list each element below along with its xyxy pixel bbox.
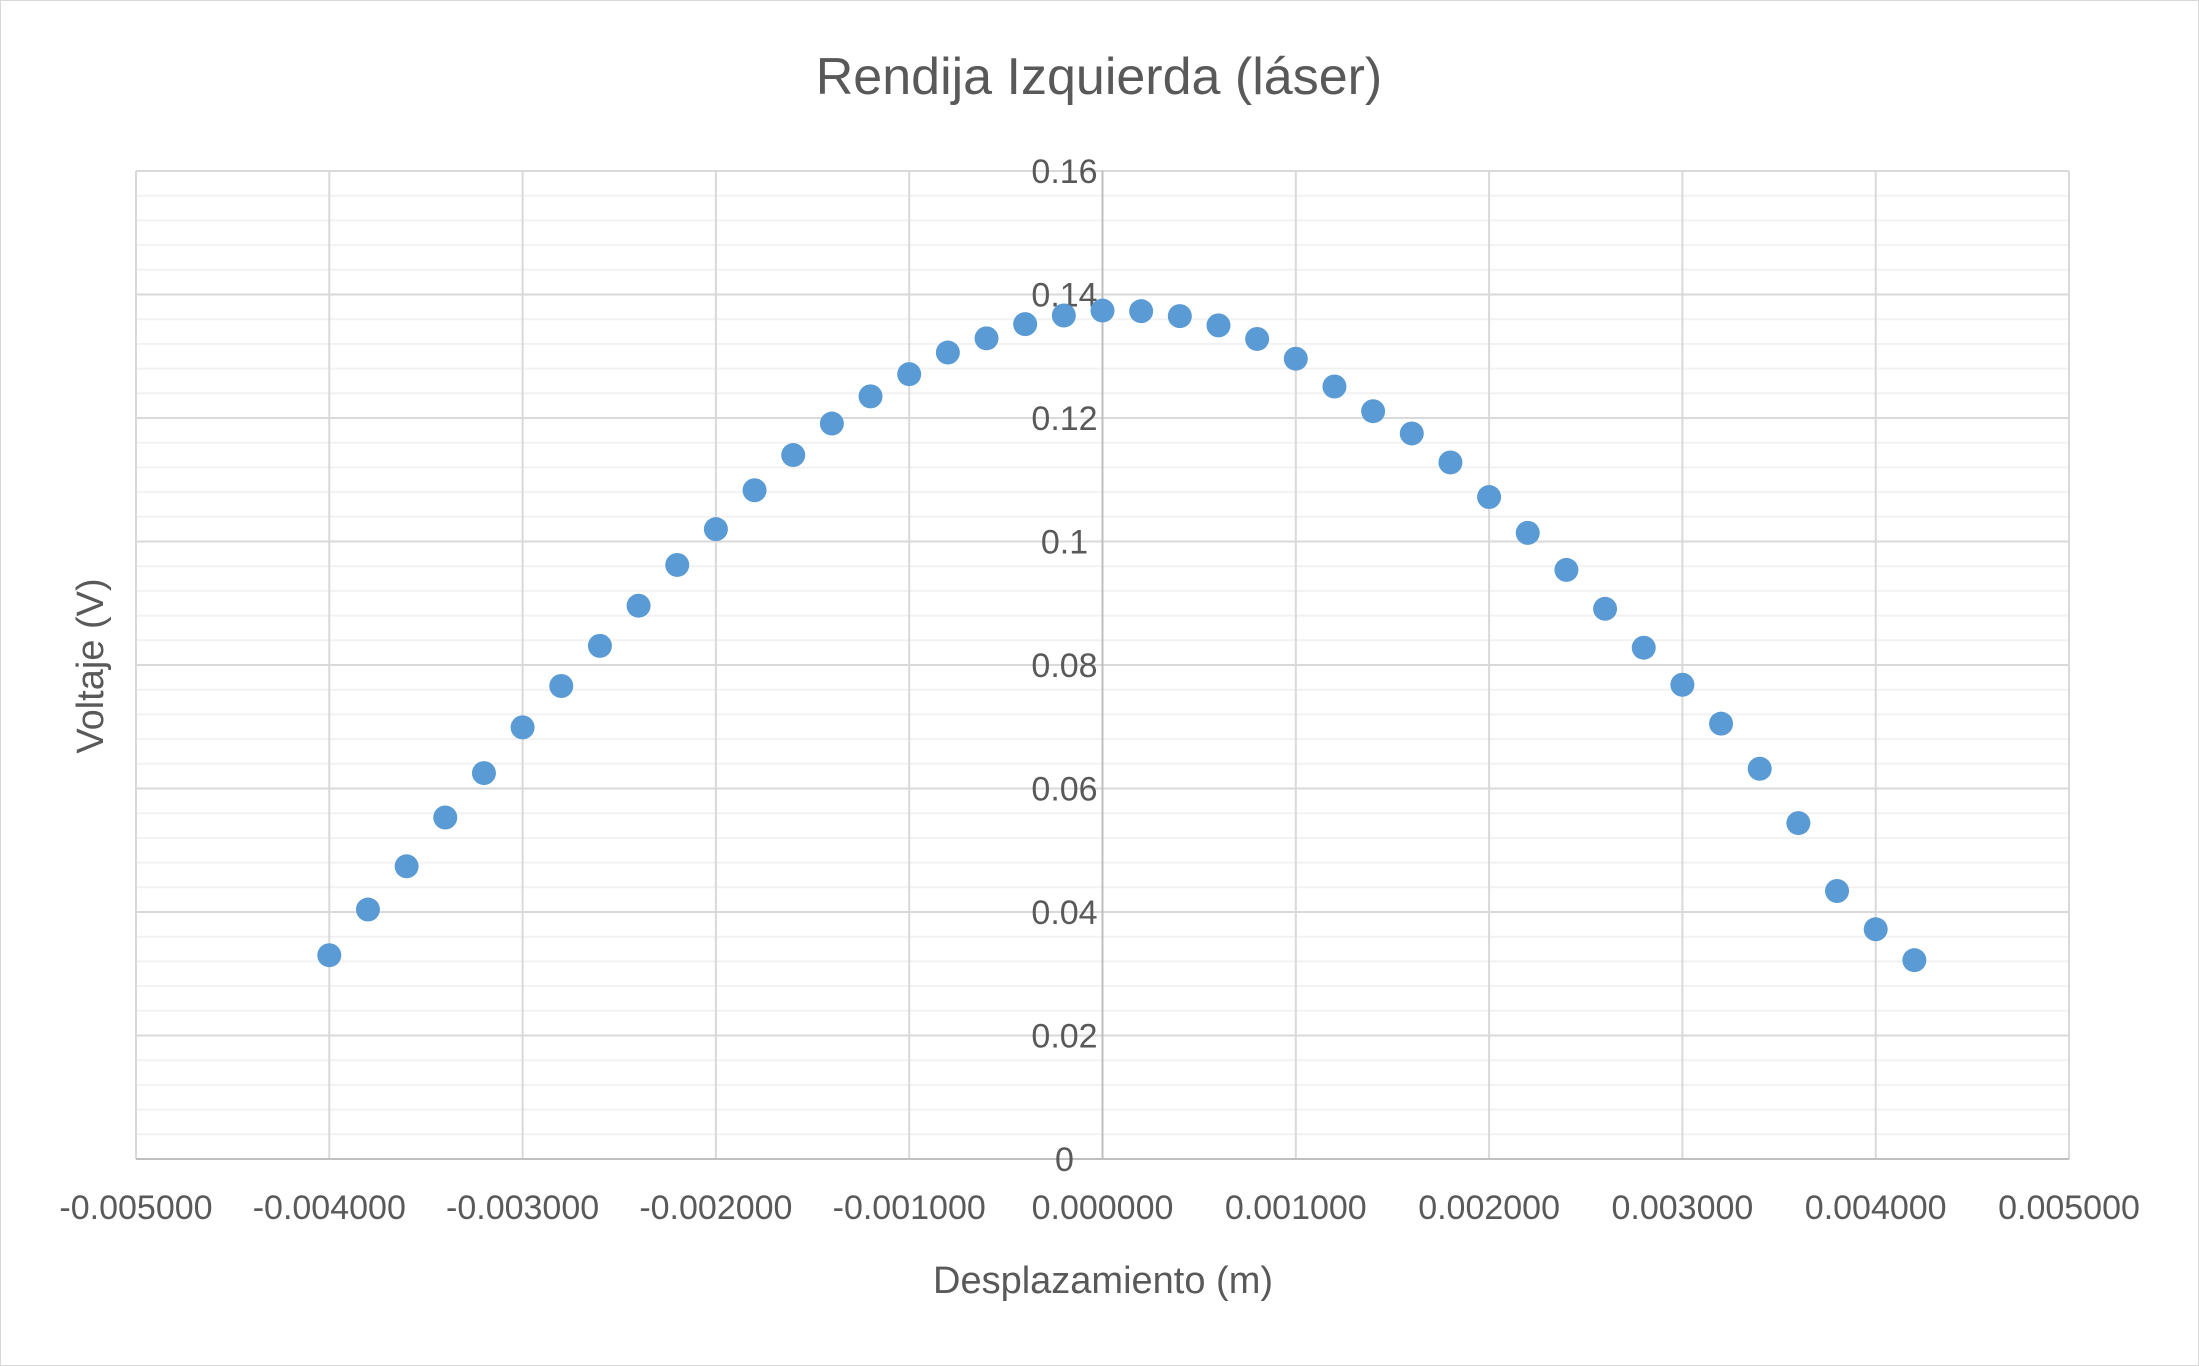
- data-point: [317, 943, 342, 968]
- data-point: [355, 897, 380, 922]
- x-axis-tick-labels: -0.005000 -0.004000 -0.003000 -0.002000 -0.0…: [59, 1189, 2139, 1227]
- chart-title: Rendija Izquierda (láser): [816, 48, 1383, 106]
- data-point: [510, 715, 535, 740]
- data-point: [1399, 421, 1424, 446]
- data-point: [1515, 520, 1540, 545]
- data-point: [1283, 346, 1308, 371]
- x-tick-label: -0.004000: [253, 1189, 406, 1227]
- data-point: [1593, 596, 1618, 621]
- data-point: [897, 362, 922, 387]
- data-point: [1554, 557, 1579, 582]
- data-point: [471, 761, 496, 786]
- x-tick-label: 0.003000: [1611, 1189, 1753, 1227]
- data-point: [1051, 303, 1076, 328]
- data-point: [1013, 312, 1038, 337]
- y-tick-label: 0.02: [1031, 1018, 1097, 1056]
- y-tick-label: 0.16: [1031, 153, 1097, 191]
- data-point: [935, 340, 960, 365]
- x-tick-label: 0.002000: [1418, 1189, 1560, 1227]
- x-tick-label: 0.004000: [1805, 1189, 1947, 1227]
- data-point: [626, 593, 651, 618]
- data-point: [858, 384, 883, 409]
- data-point: [1322, 374, 1347, 399]
- data-point: [742, 478, 767, 503]
- data-point: [1206, 313, 1231, 338]
- x-tick-label: -0.002000: [639, 1189, 792, 1227]
- data-point: [1090, 298, 1115, 323]
- data-point: [703, 517, 728, 542]
- data-point: [1902, 948, 1927, 973]
- x-tick-label: -0.003000: [446, 1189, 599, 1227]
- data-point: [1747, 756, 1772, 781]
- data-point: [394, 854, 419, 879]
- data-point: [1631, 635, 1656, 660]
- y-axis-title: Voltaje (V): [70, 578, 112, 753]
- y-tick-label: 0.08: [1031, 647, 1097, 685]
- y-tick-label: 0: [1055, 1141, 1074, 1179]
- data-point: [1863, 917, 1888, 942]
- data-point: [1477, 485, 1502, 510]
- data-point: [819, 411, 844, 436]
- x-tick-label: -0.001000: [833, 1189, 986, 1227]
- data-point: [1361, 399, 1386, 424]
- y-tick-label: 0.04: [1031, 894, 1097, 932]
- data-point: [1670, 672, 1695, 697]
- x-axis-title: Desplazamiento (m): [933, 1260, 1273, 1302]
- x-tick-label: 0.000000: [1032, 1189, 1174, 1227]
- y-tick-label: 0.1: [1041, 524, 1088, 562]
- data-point: [549, 673, 574, 698]
- x-tick-label: 0.005000: [1998, 1189, 2140, 1227]
- data-point: [665, 552, 690, 577]
- data-point: [781, 443, 806, 468]
- data-point: [587, 633, 612, 658]
- data-point: [1167, 304, 1192, 329]
- x-tick-label: -0.005000: [59, 1189, 212, 1227]
- data-point: [974, 326, 999, 351]
- data-point: [433, 805, 458, 830]
- data-series: [317, 298, 1927, 973]
- y-axis-tick-labels: 00.020.040.060.080.10.120.140.16: [1031, 153, 1097, 1179]
- data-point: [1709, 711, 1734, 736]
- axes: [136, 171, 2069, 1160]
- data-point: [1438, 450, 1463, 475]
- data-point: [1825, 879, 1850, 904]
- data-point: [1786, 811, 1811, 836]
- y-tick-label: 0.06: [1031, 771, 1097, 809]
- y-tick-label: 0.12: [1031, 400, 1097, 438]
- x-tick-label: 0.001000: [1225, 1189, 1367, 1227]
- data-point: [1245, 326, 1270, 351]
- data-point: [1129, 299, 1154, 324]
